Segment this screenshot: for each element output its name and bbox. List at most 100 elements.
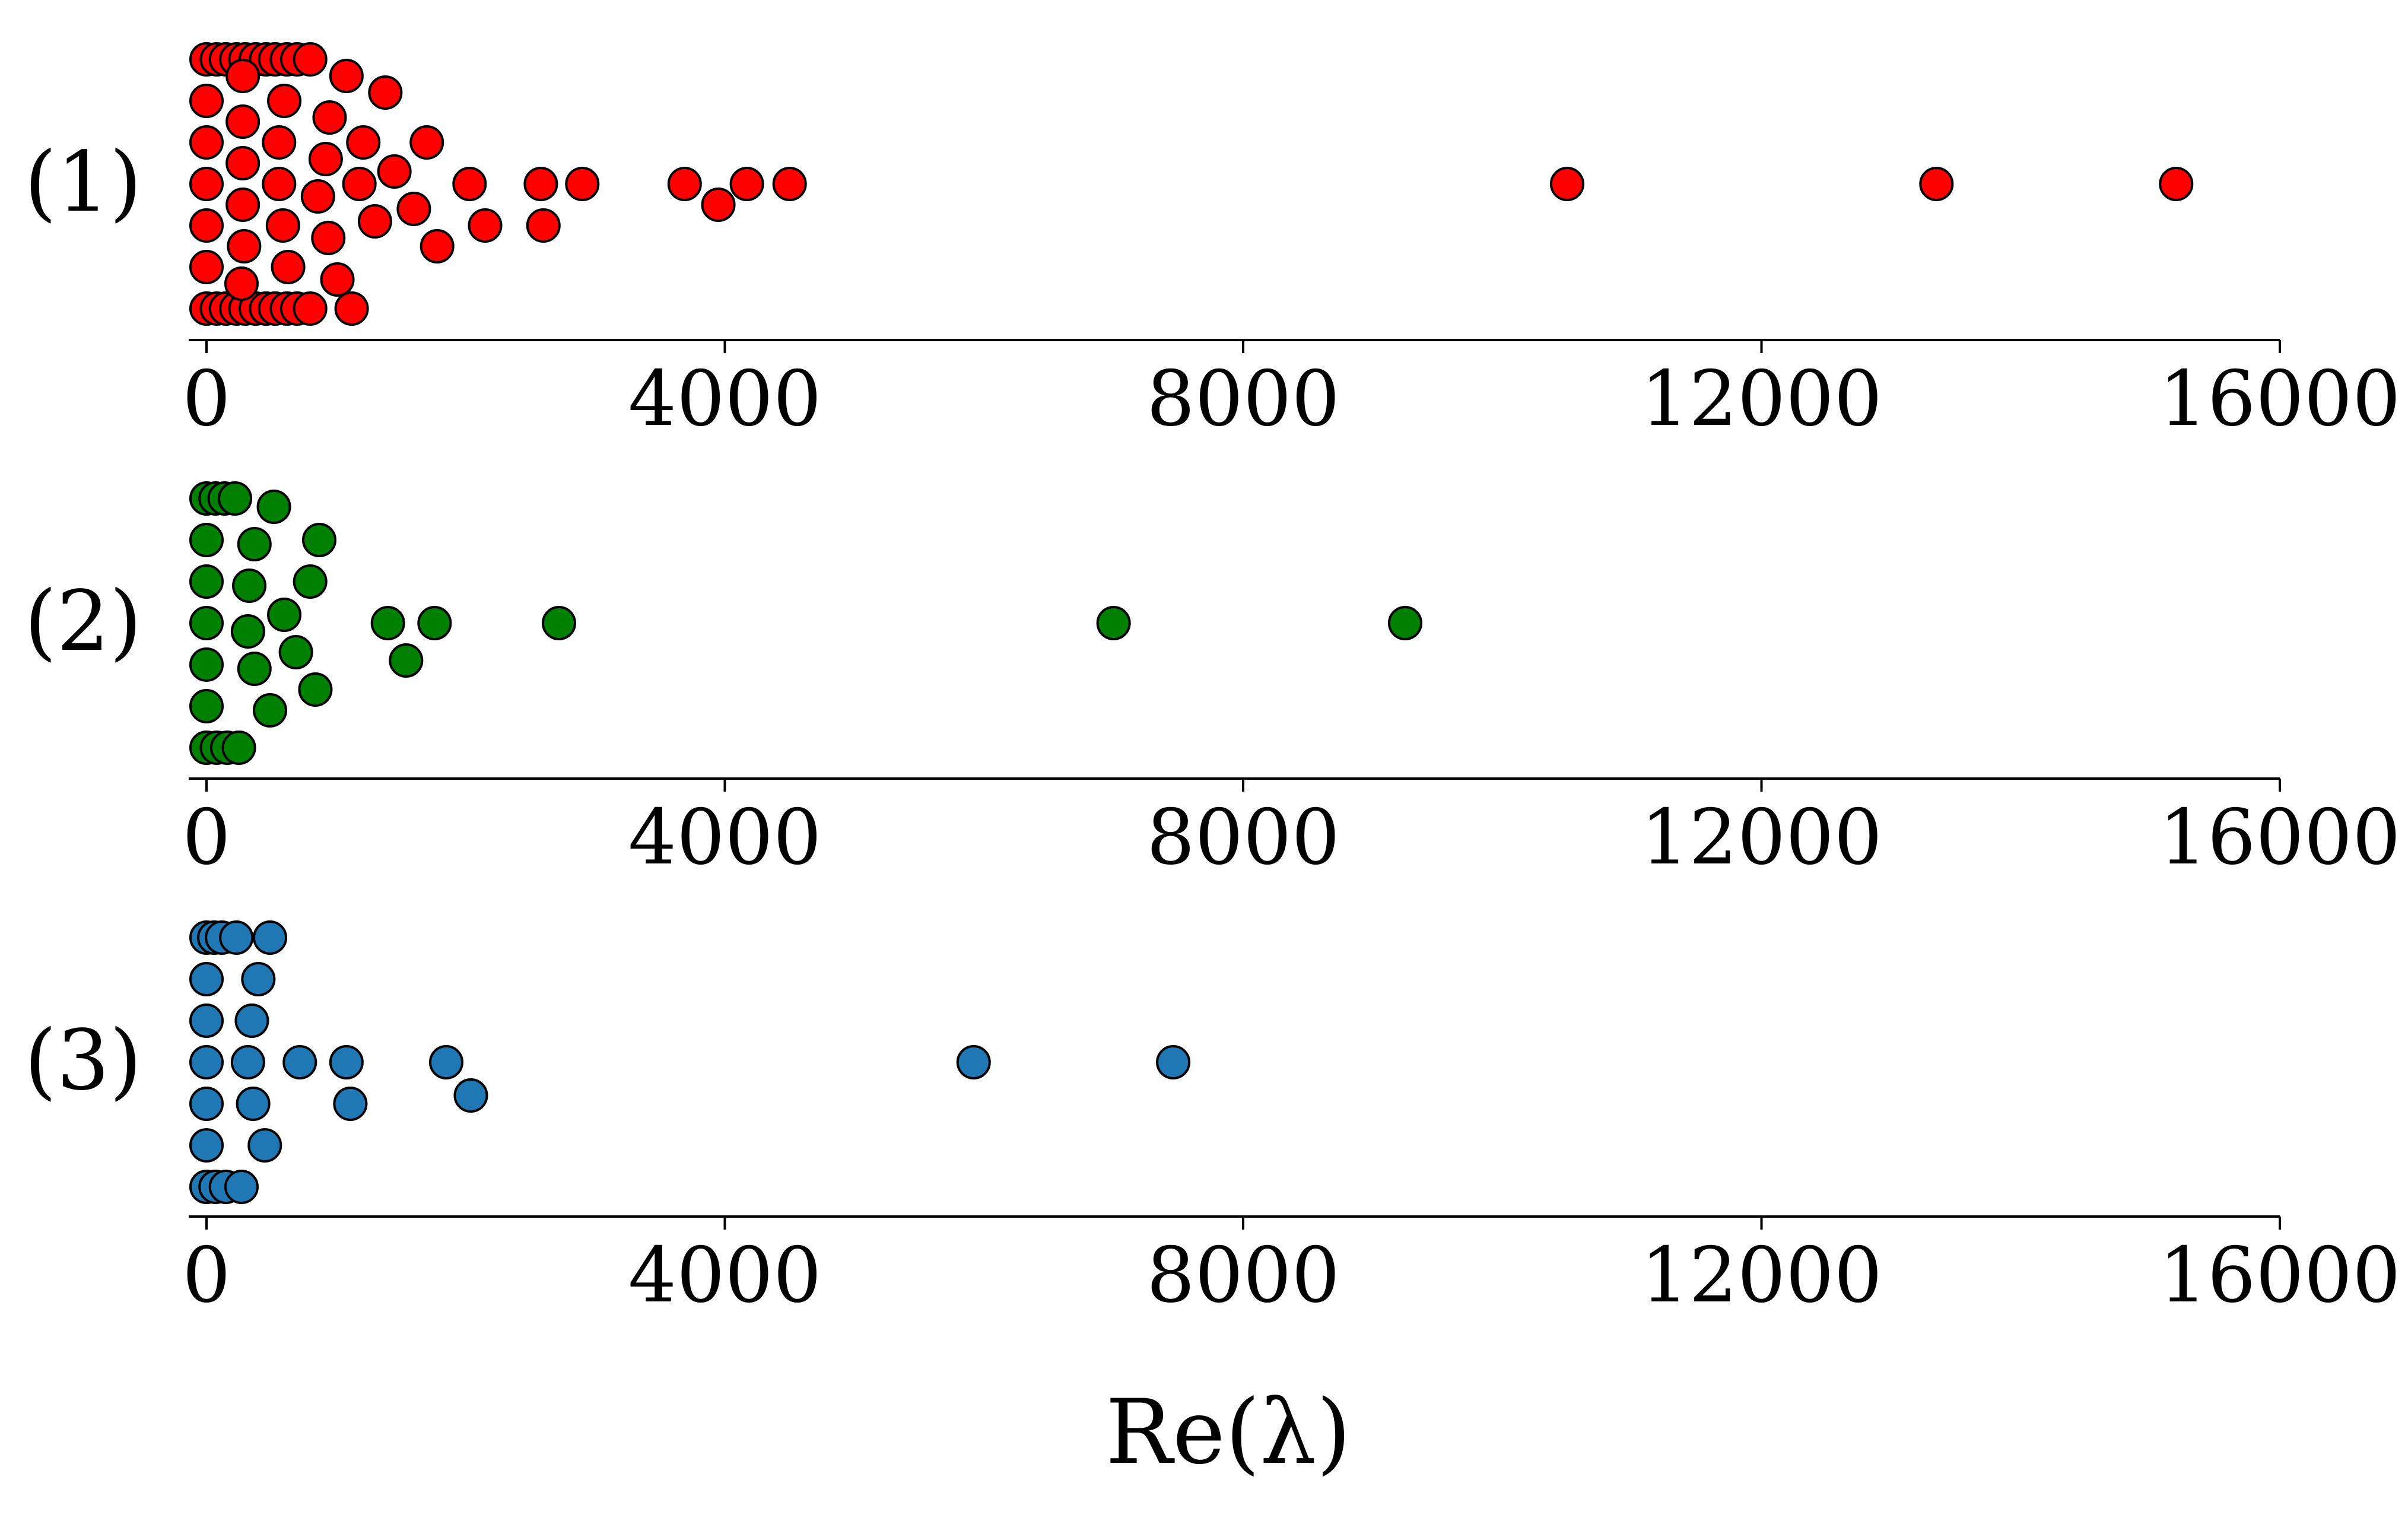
data-point [428, 1045, 463, 1079]
x-tick-label: 12000 [1641, 793, 1882, 882]
panels: (1) 0 4000 8000 12000 16000 (2) 0 4000 8000 12000 1… [24, 42, 2401, 1320]
data-point [253, 920, 288, 955]
data-point [320, 262, 355, 297]
x-tick-label: 16000 [2159, 355, 2400, 443]
data-point [452, 167, 487, 201]
data-point [262, 125, 297, 160]
data-point [293, 291, 328, 326]
data-point [293, 564, 328, 599]
data-point [237, 527, 272, 561]
data-point [541, 606, 576, 640]
data-point [729, 167, 764, 201]
data-point [189, 1045, 224, 1079]
data-point [241, 962, 276, 996]
data-point [1096, 606, 1131, 640]
data-point [267, 598, 302, 632]
data-point [253, 693, 288, 728]
data-point [523, 167, 558, 201]
data-point [189, 523, 224, 557]
panel-label: (1) [24, 134, 142, 231]
panel-1: (1) 0 4000 8000 12000 16000 [24, 42, 2401, 443]
panel-2: (2) 0 4000 8000 12000 16000 [24, 481, 2401, 882]
x-tick-label: 12000 [1641, 355, 1882, 443]
data-point [189, 1087, 224, 1121]
data-point [300, 179, 335, 214]
data-point [225, 59, 261, 93]
data-point [1549, 167, 1584, 201]
data-point [667, 167, 702, 201]
x-tick-label: 4000 [628, 1231, 822, 1320]
data-point [237, 652, 272, 686]
data-point [342, 167, 377, 201]
data-point [1387, 606, 1422, 640]
data-point [247, 1128, 282, 1163]
data-point [1919, 167, 1954, 201]
x-tick-label: 16000 [2159, 793, 2400, 882]
x-tick-label: 8000 [1146, 793, 1340, 882]
data-point [227, 229, 262, 263]
panel-label: (3) [24, 1012, 142, 1109]
data-point [224, 1170, 259, 1204]
x-tick-label: 12000 [1641, 1231, 1882, 1320]
data-point [219, 920, 254, 955]
data-point [189, 689, 224, 723]
x-tick-label: 8000 [1146, 1231, 1340, 1320]
data-point [956, 1045, 991, 1079]
data-point [265, 208, 300, 243]
data-point [271, 250, 306, 284]
data-point [189, 1128, 224, 1163]
data-point [189, 962, 224, 996]
data-point [232, 569, 267, 603]
data-point [224, 266, 259, 301]
data-point [329, 59, 364, 93]
data-point [334, 291, 369, 326]
data-point [301, 523, 336, 557]
data-point [189, 647, 224, 682]
data-point [468, 208, 503, 243]
data-point [298, 672, 333, 707]
data-point [1156, 1045, 1191, 1079]
data-point [377, 154, 412, 189]
x-tick-label: 4000 [628, 793, 822, 882]
data-point [329, 1045, 364, 1079]
data-point [189, 1003, 224, 1038]
data-point [189, 564, 224, 599]
x-tick-label: 0 [182, 793, 230, 882]
data-point [230, 614, 265, 649]
data-point [417, 606, 452, 640]
data-point [311, 221, 346, 255]
data-point [225, 146, 261, 180]
x-tick-label: 16000 [2159, 1231, 2400, 1320]
data-point [396, 192, 431, 226]
data-point [189, 84, 224, 118]
panel-3: (3) 0 4000 8000 12000 16000 [24, 920, 2401, 1320]
data-point [312, 100, 347, 135]
x-tick-label: 4000 [628, 355, 822, 443]
data-point [308, 142, 343, 176]
data-point [189, 208, 224, 243]
data-point [221, 731, 256, 765]
data-point [772, 167, 807, 201]
data-point [370, 606, 405, 640]
data-point [236, 1087, 271, 1121]
x-tick-label: 0 [182, 1231, 230, 1320]
data-point [701, 188, 736, 222]
data-point [526, 208, 561, 243]
data-point [225, 104, 261, 139]
data-point [256, 490, 291, 524]
data-point [189, 250, 224, 284]
panel-label: (2) [24, 573, 142, 670]
data-point [389, 643, 424, 678]
data-point [293, 42, 328, 77]
data-point [282, 1045, 317, 1079]
data-point [234, 1003, 269, 1038]
data-point [346, 125, 381, 160]
data-point [262, 167, 297, 201]
data-point [368, 75, 403, 110]
data-point [230, 1045, 265, 1079]
data-point [189, 606, 224, 640]
x-axis-label: Re(λ) [1105, 1381, 1351, 1484]
x-tick-label: 0 [182, 355, 230, 443]
